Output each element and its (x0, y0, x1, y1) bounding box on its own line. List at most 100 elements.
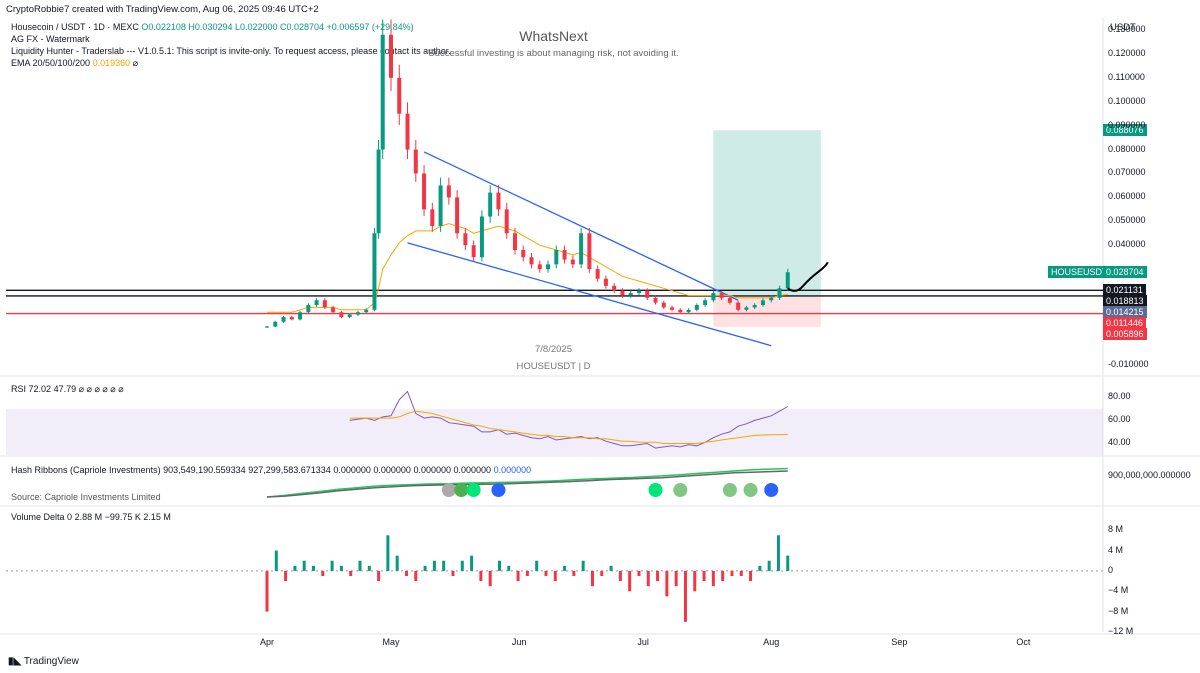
candle-body (678, 309, 683, 313)
volume-delta-bar (572, 570, 576, 576)
hash-fast-line (266, 467, 788, 498)
volume-delta-bar (683, 570, 687, 622)
chart-header: CryptoRobbie7 created with TradingView.c… (6, 4, 319, 15)
volume-delta-bar (284, 570, 288, 582)
candle-body (760, 300, 765, 306)
price-tag: 0.018813 (1103, 295, 1147, 308)
volume-delta-bar (293, 565, 297, 571)
volume-delta-bar (544, 570, 548, 576)
volume-delta-bar (739, 570, 743, 576)
volume-delta-bar (702, 570, 706, 582)
watermark-title: WhatsNext (519, 28, 588, 44)
volume-delta-bar (339, 565, 343, 571)
volume-tick-label: 4 M (1108, 544, 1124, 555)
candle-body (265, 326, 269, 328)
price-tick-label: 0.050000 (1108, 215, 1146, 226)
hash-signal-dot (722, 483, 737, 497)
candle-body (703, 300, 708, 306)
volume-delta-bar (330, 560, 334, 571)
candle-body (686, 309, 691, 313)
volume-delta-value-3: −99.75 K (104, 512, 141, 522)
candle-body (777, 288, 782, 298)
hash-signal-dot (743, 483, 758, 497)
rsi-tick-label: 40.00 (1108, 437, 1131, 448)
volume-delta-bar (600, 570, 604, 576)
month-tick-label: May (382, 637, 400, 647)
month-tick-label: Jun (511, 637, 527, 647)
hash-signal-dot (673, 483, 688, 497)
volume-delta-bar (404, 570, 408, 576)
candle-body (376, 149, 381, 234)
volume-delta-value-1: 0 (67, 512, 73, 522)
price-tick-label: 0.120000 (1108, 47, 1146, 58)
volume-delta-bar (609, 565, 613, 571)
candle-body (727, 297, 732, 303)
price-tick-label: 0.100000 (1108, 95, 1146, 106)
month-tick-label: Oct (1016, 637, 1031, 647)
rsi-suffix: ⌀ ⌀ ⌀ ⌀ ⌀ ⌀ (78, 384, 124, 394)
volume-delta-bar (767, 560, 771, 571)
watermark-subtitle: Successful investing is about managing r… (428, 48, 679, 59)
wedge-lower-line (407, 242, 772, 347)
tv-logo-icon: ▮◣ (8, 656, 22, 667)
volume-delta-bar (665, 570, 669, 597)
volume-tick-label: −8 M (1108, 605, 1129, 616)
price-tick-label: 0.070000 (1108, 167, 1146, 178)
rsi-value: 72.02 (28, 384, 52, 394)
rsi-ma-value: 47.79 (53, 384, 77, 394)
candle-body (446, 185, 451, 198)
volume-delta-bar (516, 570, 520, 582)
price-tag: 0.014215 (1103, 306, 1147, 319)
liquidity-indicator-legend[interactable]: Liquidity Hunter - Traderslab --- V1.0.5… (11, 46, 451, 56)
symbol-legend[interactable]: Housecoin / USDT · 1D · MEXC O0.022108 H… (11, 22, 414, 32)
hash-ribbons-value-2: 927,299,583.671334 (248, 465, 331, 475)
hash-ribbons-value-6: 0.000000 (453, 465, 492, 475)
candle-body (438, 185, 443, 227)
watermark-indicator-legend[interactable]: AG FX - Watermark (11, 34, 90, 44)
volume-delta-bar (646, 570, 650, 587)
candle-body (744, 307, 749, 310)
volume-delta-bar (414, 570, 418, 582)
candle-body (769, 297, 774, 301)
month-tick-label: Jul (637, 637, 649, 647)
price-tag: HOUSEUSDT (1048, 266, 1111, 279)
candle-body (529, 257, 534, 265)
volume-delta-bar (637, 570, 641, 576)
candle-body (289, 316, 294, 320)
candle-body (537, 264, 542, 270)
volume-delta-bar (721, 570, 725, 582)
volume-delta-bar (302, 560, 306, 571)
watermark-symbol: HOUSEUSDT | D (516, 361, 591, 372)
rsi-tick-label: 60.00 (1108, 414, 1131, 425)
wedge-upper-line (423, 151, 739, 301)
rsi-legend[interactable]: RSI 72.02 47.79 ⌀ ⌀ ⌀ ⌀ ⌀ ⌀ (11, 384, 124, 395)
watermark-date: 7/8/2025 (535, 344, 572, 355)
candle-body (670, 307, 675, 310)
rsi-tick-label: 80.00 (1108, 391, 1131, 402)
hash-ribbons-legend[interactable]: Hash Ribbons (Capriole Investments) 903,… (11, 465, 531, 475)
candle-body (355, 312, 360, 315)
volume-delta-legend[interactable]: Volume Delta 0 2.88 M −99.75 K 2.15 M (11, 512, 171, 522)
ema-line (267, 223, 788, 313)
volume-delta-bar (507, 565, 511, 571)
candle-body (314, 300, 319, 306)
currency-label[interactable]: USDT (1110, 22, 1136, 33)
tradingview-logo[interactable]: ▮◣ TradingView (8, 656, 79, 667)
volume-delta-bar (786, 555, 790, 571)
volume-delta-bar (488, 570, 492, 587)
candle-body (463, 233, 468, 246)
candle-body (298, 312, 303, 320)
price-tag: 0.021131 (1103, 284, 1146, 297)
hash-ribbons-value-3: 0.000000 (333, 465, 371, 475)
ema-indicator-legend[interactable]: EMA 20/50/100/200 0.019360 ⌀ (11, 58, 138, 69)
candle-body (521, 250, 526, 258)
volume-delta-bar (656, 570, 660, 582)
volume-delta-bar (423, 565, 427, 571)
candle-body (546, 264, 551, 270)
candle-body (413, 149, 418, 174)
volume-delta-bar (674, 570, 678, 587)
volume-delta-bar (479, 570, 483, 582)
volume-delta-bar (553, 570, 557, 582)
volume-tick-label: 0 (1108, 564, 1114, 575)
